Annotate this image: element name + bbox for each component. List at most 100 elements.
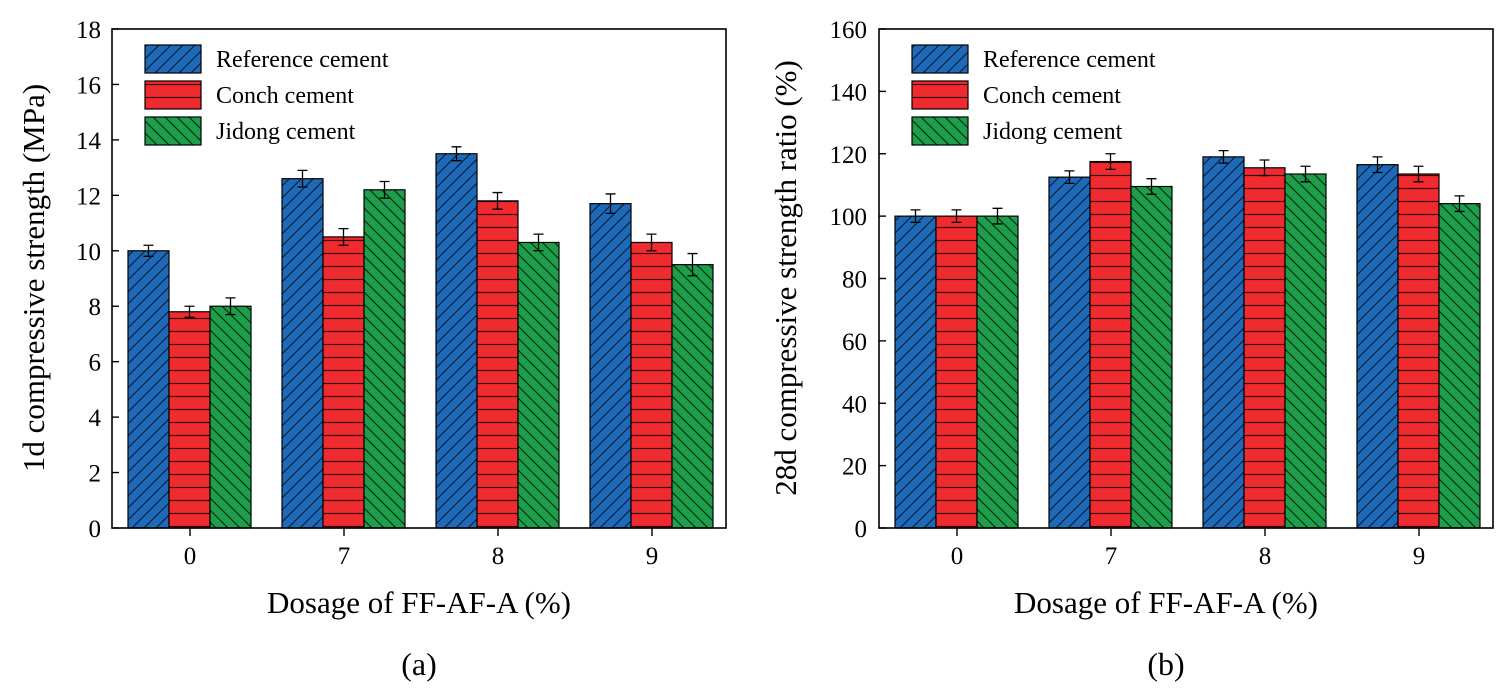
- x-tick-label: 9: [646, 543, 659, 570]
- error-bar-conch-0: [951, 209, 962, 224]
- legend-swatch-conch: [911, 80, 969, 110]
- y-tick-label: 160: [830, 17, 868, 44]
- legend-label-reference: Reference cement: [216, 47, 389, 73]
- error-bar-jidong-0: [992, 207, 1003, 225]
- bar-reference-8: [1202, 156, 1245, 529]
- bar-jidong-8: [1284, 173, 1327, 529]
- error-bar-conch-7: [1105, 153, 1116, 170]
- bar-reference-0: [127, 250, 170, 529]
- legend-label-conch: Conch cement: [983, 83, 1121, 109]
- x-tick-label: 9: [1413, 543, 1426, 570]
- error-bar-conch-8: [492, 191, 503, 210]
- panel-label-b: (b): [1147, 646, 1184, 682]
- y-ticks-a: 0 2 4 6 8 10 12 14 16 18: [76, 17, 119, 543]
- legend-swatch-reference: [144, 44, 202, 74]
- error-bar-reference-9: [1372, 156, 1383, 174]
- legend-a: Reference cement Conch cement Jidong cemen…: [144, 44, 389, 146]
- error-bar-conch-8: [1259, 159, 1270, 177]
- x-tick-label: 0: [184, 543, 197, 570]
- legend-swatch-conch: [144, 80, 202, 110]
- y-tick-label: 4: [89, 405, 102, 432]
- bar-reference-0: [894, 215, 937, 529]
- y-tick-label: 0: [89, 516, 102, 543]
- y-tick-label: 80: [842, 267, 867, 294]
- error-bar-jidong-0: [225, 297, 236, 316]
- error-bar-jidong-9: [687, 252, 698, 277]
- bar-conch-9: [1397, 173, 1440, 529]
- bar-conch-8: [476, 200, 519, 529]
- legend-swatch-reference: [911, 44, 969, 74]
- x-tick-label: 7: [338, 543, 351, 570]
- y-tick-label: 18: [76, 17, 101, 44]
- bar-conch-7: [1089, 160, 1132, 529]
- y-tick-label: 140: [830, 79, 868, 106]
- bar-jidong-0: [209, 305, 252, 529]
- y-tick-label: 100: [830, 204, 868, 231]
- y-tick-label: 0: [855, 516, 868, 543]
- y-tick-label: 10: [76, 239, 101, 266]
- y-tick-label: 16: [76, 72, 101, 99]
- error-bar-conch-0: [184, 305, 195, 318]
- y-ticks-b: 0 20 40 60 80 100 120 140 160: [830, 17, 886, 543]
- bar-reference-9: [1356, 164, 1399, 529]
- legend-swatch-jidong: [911, 116, 969, 146]
- y-tick-label: 60: [842, 329, 867, 356]
- bar-reference-7: [281, 178, 324, 529]
- y-tick-label: 12: [76, 183, 101, 210]
- error-bar-reference-0: [143, 244, 154, 257]
- legend-swatch-jidong: [144, 116, 202, 146]
- bar-jidong-7: [1130, 185, 1173, 529]
- bar-conch-8: [1243, 167, 1286, 529]
- legend-label-jidong: Jidong cement: [216, 119, 356, 145]
- error-bar-jidong-7: [379, 180, 390, 199]
- error-bar-jidong-8: [1300, 165, 1311, 183]
- error-bar-jidong-8: [533, 233, 544, 252]
- y-tick-label: 6: [89, 350, 102, 377]
- bar-reference-7: [1048, 176, 1091, 529]
- y-tick-label: 20: [842, 454, 867, 481]
- error-bar-reference-7: [297, 169, 308, 188]
- error-bar-conch-9: [646, 233, 657, 252]
- x-ticks-a: 0 7 8 9: [184, 528, 659, 570]
- bar-jidong-9: [671, 264, 714, 529]
- bar-conch-7: [322, 236, 365, 529]
- error-bar-reference-9: [605, 193, 616, 215]
- x-ticks-b: 0 7 8 9: [951, 528, 1426, 570]
- y-axis-title-b: 28d compressive strength ratio (%): [768, 60, 803, 496]
- error-bar-reference-8: [451, 146, 462, 162]
- x-tick-label: 8: [1259, 543, 1272, 570]
- error-bar-conch-9: [1413, 165, 1424, 183]
- bar-conch-0: [168, 311, 211, 529]
- y-tick-label: 14: [76, 128, 102, 155]
- bar-conch-0: [935, 215, 978, 529]
- panel-label-a: (a): [401, 646, 437, 682]
- x-axis-title-a: Dosage of FF-AF-A (%): [267, 585, 571, 620]
- y-axis-title-a: 1d compressive strength (MPa): [16, 84, 51, 472]
- bar-jidong-0: [976, 215, 1019, 529]
- error-bar-jidong-7: [1146, 178, 1157, 195]
- x-tick-label: 8: [492, 543, 505, 570]
- bar-jidong-9: [1438, 203, 1481, 529]
- y-tick-label: 8: [89, 294, 102, 321]
- bar-jidong-7: [363, 189, 406, 529]
- error-bar-jidong-9: [1454, 195, 1465, 213]
- bar-reference-8: [435, 153, 478, 529]
- x-tick-label: 0: [951, 543, 964, 570]
- bar-jidong-8: [517, 241, 560, 529]
- legend-label-conch: Conch cement: [216, 83, 354, 109]
- plot-marks-a: [127, 146, 714, 529]
- error-bar-reference-0: [910, 209, 921, 224]
- bar-reference-9: [589, 203, 632, 529]
- legend-b: Reference cement Conch cement Jidong cemen…: [911, 44, 1156, 146]
- y-tick-label: 2: [89, 461, 102, 488]
- x-tick-label: 7: [1105, 543, 1118, 570]
- chart-panel-b: 0 20 40 60 80 100 120 140 160 0 7 8 9 Reference cem…: [768, 17, 1494, 682]
- error-bar-reference-8: [1218, 149, 1229, 164]
- legend-label-jidong: Jidong cement: [983, 119, 1123, 145]
- plot-frame-a: [111, 28, 727, 529]
- y-tick-label: 120: [830, 142, 868, 169]
- x-axis-title-b: Dosage of FF-AF-A (%): [1014, 585, 1318, 620]
- legend-label-reference: Reference cement: [983, 47, 1156, 73]
- error-bar-reference-7: [1064, 170, 1075, 185]
